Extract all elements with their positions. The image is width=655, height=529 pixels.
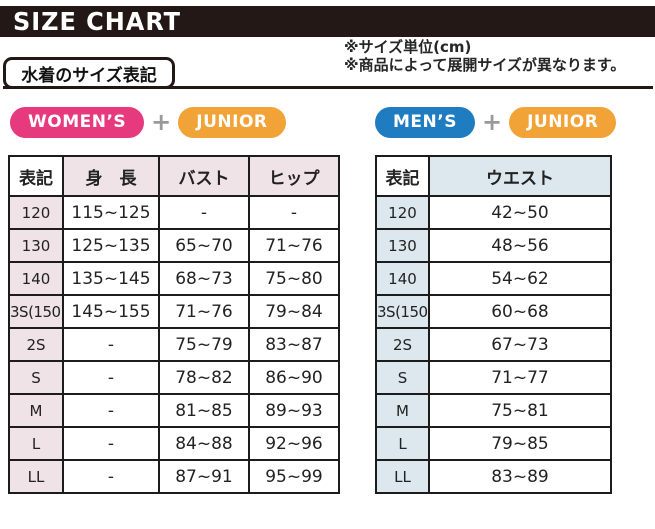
table-row: 140 135~145 68~73 75~80 — [8, 261, 340, 296]
measurement-cell: 54~62 — [428, 261, 612, 296]
size-label-cell: LL — [8, 459, 64, 494]
measurement-cell: 67~73 — [428, 327, 612, 362]
measurement-cell: 65~70 — [158, 228, 250, 263]
table-row: 140 54~62 — [375, 261, 612, 296]
table-row: 2S -75~79 83~87 — [8, 327, 340, 362]
junior-badge: JUNIOR — [178, 107, 286, 138]
note-size-unit: ※サイズ単位(cm) — [344, 38, 472, 56]
size-label-cell: S — [8, 360, 64, 395]
measurement-cell: 86~90 — [248, 360, 340, 395]
measurement-cell: 83~89 — [428, 459, 612, 494]
measurement-cell: 42~50 — [428, 195, 612, 230]
measurement-cell: 84~88 — [158, 426, 250, 461]
mens-size-table: 表記 ウエスト 120 42~50 130 48~56 140 54~62 3S(150) 60~… — [375, 155, 612, 494]
plus-sign: + — [151, 108, 172, 136]
measurement-cell: - — [248, 195, 340, 230]
size-label-cell: 3S(150) — [375, 294, 430, 329]
table-row: 120 42~50 — [375, 195, 612, 230]
measurement-cell: 115~125 — [62, 195, 160, 230]
plus-sign: + — [481, 108, 503, 136]
column-header: バスト — [158, 155, 250, 197]
womens-size-table: 表記身 長バスト ヒップ 120 115~125- -130 125~135 65~70 71… — [8, 155, 340, 494]
measurement-cell: 75~80 — [248, 261, 340, 296]
size-label-cell: 130 — [375, 228, 430, 263]
header-row: 表記 ウエスト — [375, 155, 612, 197]
measurement-cell: 95~99 — [248, 459, 340, 494]
table-row: M -81~85 89~93 — [8, 393, 340, 428]
measurement-cell: - — [62, 426, 160, 461]
measurement-cell: 135~145 — [62, 261, 160, 296]
table-row: 3S(150) 60~68 — [375, 294, 612, 329]
section-label-tab: 水着のサイズ表記 — [3, 57, 175, 89]
size-label-cell: L — [375, 426, 430, 461]
note-size-availability: ※商品によって展開サイズが異なります。 — [344, 56, 626, 74]
table-row: 130 125~135 65~70 71~76 — [8, 228, 340, 263]
size-label-cell: 3S(150) — [8, 294, 64, 329]
measurement-cell: 79~84 — [248, 294, 340, 329]
measurement-cell: 125~135 — [62, 228, 160, 263]
measurement-cell: 75~79 — [158, 327, 250, 362]
column-header: 表記 — [8, 155, 64, 197]
size-label-cell: 130 — [8, 228, 64, 263]
measurement-cell: 81~85 — [158, 393, 250, 428]
table-row: M 75~81 — [375, 393, 612, 428]
measurement-cell: 87~91 — [158, 459, 250, 494]
table-row: L -84~88 92~96 — [8, 426, 340, 461]
table-row: S 71~77 — [375, 360, 612, 395]
measurement-cell: - — [62, 360, 160, 395]
table-row: 120 115~125- - — [8, 195, 340, 230]
mens-badge: MEN’S — [375, 107, 475, 138]
measurement-cell: 71~76 — [158, 294, 250, 329]
size-label-cell: L — [8, 426, 64, 461]
measurement-cell: - — [62, 459, 160, 494]
size-label-cell: LL — [375, 459, 430, 494]
title-bar: SIZE CHART — [0, 6, 655, 37]
womens-badge: WOMEN’S — [10, 107, 145, 138]
measurement-cell: 83~87 — [248, 327, 340, 362]
measurement-cell: 89~93 — [248, 393, 340, 428]
measurement-cell: 71~76 — [248, 228, 340, 263]
mens-badge-group: MEN’S + JUNIOR — [375, 107, 617, 138]
measurement-cell: 60~68 — [428, 294, 612, 329]
measurement-cell: 48~56 — [428, 228, 612, 263]
column-header: 表記 — [375, 155, 430, 197]
measurement-cell: 71~77 — [428, 360, 612, 395]
size-label-cell: S — [375, 360, 430, 395]
size-label-cell: 2S — [375, 327, 430, 362]
size-label-cell: 120 — [375, 195, 430, 230]
table-row: LL 83~89 — [375, 459, 612, 494]
measurement-cell: 79~85 — [428, 426, 612, 461]
womens-badge-group: WOMEN’S + JUNIOR — [10, 107, 286, 138]
measurement-cell: 75~81 — [428, 393, 612, 428]
table-row: 130 48~56 — [375, 228, 612, 263]
table-row: 3S(150) 145~155 71~76 79~84 — [8, 294, 340, 329]
size-label-cell: 140 — [8, 261, 64, 296]
measurement-cell: 78~82 — [158, 360, 250, 395]
column-header: 身 長 — [62, 155, 160, 197]
header-row: 表記身 長バスト ヒップ — [8, 155, 340, 197]
measurement-cell: 145~155 — [62, 294, 160, 329]
table-row: L 79~85 — [375, 426, 612, 461]
measurement-cell: 92~96 — [248, 426, 340, 461]
table-row: S -78~82 86~90 — [8, 360, 340, 395]
size-label-cell: 2S — [8, 327, 64, 362]
table-row: 2S 67~73 — [375, 327, 612, 362]
page-title: SIZE CHART — [13, 7, 182, 36]
column-header: ヒップ — [248, 155, 340, 197]
measurement-cell: - — [62, 327, 160, 362]
measurement-cell: - — [158, 195, 250, 230]
measurement-cell: - — [62, 393, 160, 428]
size-label-cell: M — [375, 393, 430, 428]
column-header: ウエスト — [428, 155, 612, 197]
size-label-cell: M — [8, 393, 64, 428]
notes: ※サイズ単位(cm) ※商品によって展開サイズが異なります。 — [344, 38, 625, 74]
table-row: LL -87~91 95~99 — [8, 459, 340, 494]
size-label-cell: 140 — [375, 261, 430, 296]
junior-badge: JUNIOR — [509, 107, 617, 138]
size-label-cell: 120 — [8, 195, 64, 230]
measurement-cell: 68~73 — [158, 261, 250, 296]
divider-line — [3, 86, 653, 89]
